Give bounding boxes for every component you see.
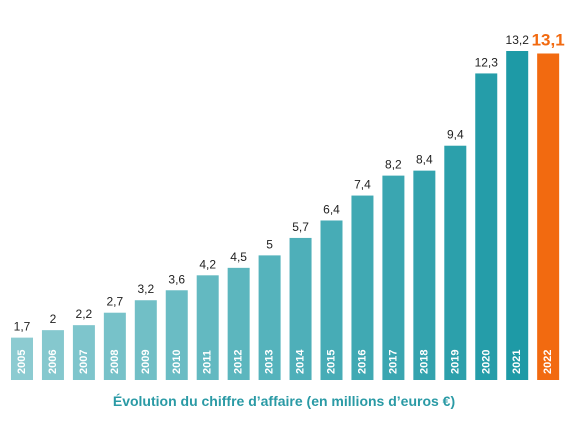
value-label-2012: 4,5 [230, 250, 247, 264]
bar-2018 [413, 170, 436, 380]
bar-2008 [103, 312, 126, 380]
bar-2022 [537, 53, 560, 380]
tick-label-2013: 2013 [264, 350, 276, 374]
value-label-2009: 3,2 [137, 282, 154, 296]
value-label-2020: 12,3 [475, 55, 499, 69]
bar-2007 [72, 325, 95, 380]
tick-label-2010: 2010 [171, 350, 183, 374]
tick-label-2008: 2008 [109, 350, 121, 374]
value-label-2017: 8,2 [385, 158, 402, 172]
bar-2021 [506, 51, 529, 380]
tick-label-2020: 2020 [480, 350, 492, 374]
bar-2014 [289, 237, 312, 380]
tick-label-2012: 2012 [233, 350, 245, 374]
tick-label-2018: 2018 [418, 350, 430, 374]
bar-2012 [227, 267, 250, 380]
value-label-2008: 2,7 [107, 295, 124, 309]
tick-label-2017: 2017 [387, 350, 399, 374]
tick-label-2014: 2014 [295, 349, 307, 374]
bar-2013 [258, 255, 281, 380]
bar-2015 [320, 220, 343, 380]
bar-2019 [444, 145, 467, 380]
tick-label-2006: 2006 [47, 350, 59, 374]
tick-label-2011: 2011 [202, 350, 214, 374]
tick-label-2019: 2019 [449, 350, 461, 374]
value-label-2013: 5 [266, 237, 273, 251]
value-label-2015: 6,4 [323, 202, 340, 216]
bar-2020 [475, 73, 498, 380]
bar-2011 [196, 275, 219, 380]
value-label-2005: 1,7 [14, 320, 31, 334]
tick-label-2005: 2005 [16, 350, 28, 374]
tick-label-2015: 2015 [326, 350, 338, 374]
bar-2009 [134, 300, 157, 380]
value-label-2022: 13,1 [532, 30, 565, 49]
value-label-2010: 3,6 [168, 272, 185, 286]
bar-2010 [165, 290, 188, 380]
chart-caption: Évolution du chiffre d’affaire (en milli… [112, 393, 456, 409]
bar-2016 [351, 195, 374, 380]
bar-2006 [41, 330, 64, 380]
tick-label-2021: 2021 [511, 350, 523, 374]
value-label-2011: 4,2 [199, 257, 216, 271]
tick-label-2007: 2007 [78, 350, 90, 374]
bar-2017 [382, 175, 405, 380]
value-label-2016: 7,4 [354, 178, 371, 192]
tick-label-2016: 2016 [356, 350, 368, 374]
value-label-2014: 5,7 [292, 220, 309, 234]
value-label-2006: 2 [50, 312, 57, 326]
value-label-2019: 9,4 [447, 128, 464, 142]
tick-label-2009: 2009 [140, 350, 152, 374]
bar-2005 [11, 337, 33, 380]
value-label-2021: 13,2 [506, 33, 530, 47]
value-label-2018: 8,4 [416, 153, 433, 167]
tick-label-2022: 2022 [542, 350, 554, 374]
value-label-2007: 2,2 [76, 307, 93, 321]
